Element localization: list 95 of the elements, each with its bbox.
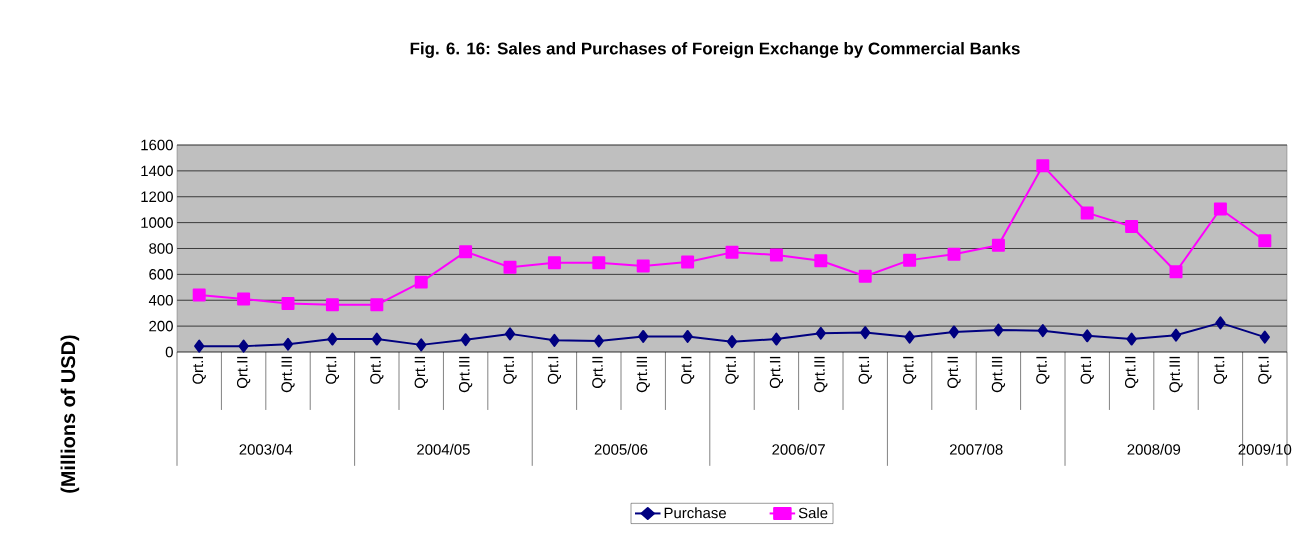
point xyxy=(858,269,872,283)
point xyxy=(459,245,473,259)
x-tick-label: Qrt.II xyxy=(592,356,606,389)
point xyxy=(237,292,251,306)
point xyxy=(1125,219,1139,233)
point xyxy=(593,334,604,348)
point xyxy=(1080,206,1094,220)
point xyxy=(991,238,1005,252)
y-tick-label: 800 xyxy=(149,243,173,254)
point xyxy=(638,329,649,343)
point xyxy=(281,296,295,310)
point xyxy=(904,330,915,344)
point xyxy=(725,245,739,259)
x-tick-label: Qrt.III xyxy=(636,356,650,393)
point xyxy=(769,248,783,262)
text: 2007/08 xyxy=(949,443,1003,455)
point xyxy=(1037,324,1048,338)
point xyxy=(1213,202,1227,216)
x-tick-label: Qrt.II xyxy=(414,356,428,389)
point xyxy=(547,256,561,270)
point xyxy=(1258,234,1272,248)
text: 2003/04 xyxy=(239,443,293,455)
point xyxy=(814,254,828,268)
point xyxy=(549,333,560,347)
text: 2005/06 xyxy=(594,443,648,455)
point xyxy=(948,325,960,339)
point xyxy=(1169,265,1183,279)
point xyxy=(503,260,517,274)
x-tick-label: Qrt.III xyxy=(991,356,1006,393)
x-tick-label: Qrt.II xyxy=(1124,356,1139,389)
y-tick-label: 1000 xyxy=(141,217,173,228)
point xyxy=(370,298,384,312)
x-tick-label: Qrt.I xyxy=(902,356,917,384)
point xyxy=(371,332,382,346)
point xyxy=(1082,329,1093,343)
x-tick-label: Qrt.I xyxy=(1080,356,1094,384)
point xyxy=(726,335,738,349)
x-tick-label: Qrt.I xyxy=(1213,356,1228,384)
x-tick-label: Qrt.I xyxy=(1036,356,1050,384)
point xyxy=(192,288,206,302)
x-tick-label: Qrt.I xyxy=(325,356,340,384)
x-tick-label: Qrt.I xyxy=(547,356,562,384)
point xyxy=(1126,332,1137,346)
x-tick-label: Qrt.I xyxy=(192,356,206,384)
x-tick-label: Qrt.II xyxy=(769,356,784,389)
point xyxy=(238,339,249,353)
x-tick-label: Qrt.I xyxy=(680,356,695,384)
x-tick-label: Qrt.III xyxy=(814,356,828,393)
point xyxy=(414,275,428,289)
x-tick-label: Qrt.I xyxy=(370,356,384,384)
point xyxy=(993,323,1004,337)
y-tick-label: 200 xyxy=(149,320,173,332)
point xyxy=(860,326,871,340)
point xyxy=(1259,330,1270,344)
y-tick-label: 1600 xyxy=(141,139,173,151)
point xyxy=(815,326,826,340)
x-tick-label: Qrt.I xyxy=(725,356,739,384)
point xyxy=(771,332,782,346)
point xyxy=(416,338,427,352)
y-tick-label: 1200 xyxy=(141,191,173,203)
point xyxy=(282,337,294,351)
y-axis-title: (Millions of USD) xyxy=(60,335,80,493)
point xyxy=(636,259,650,273)
x-tick-label: Qrt.III xyxy=(1169,356,1183,393)
point xyxy=(504,327,516,341)
text: 2004/05 xyxy=(417,443,470,455)
y-tick-label: 1400 xyxy=(141,165,173,177)
text: 2006/07 xyxy=(772,443,825,455)
y-tick-label: 400 xyxy=(148,294,173,306)
chart-title: Fig. 6. 16: Sales and Purchases of Foreign Exchange by Commercial Banks xyxy=(410,42,1020,58)
point xyxy=(903,253,917,267)
point xyxy=(947,247,961,261)
text: 2009/10 xyxy=(1238,443,1292,455)
point xyxy=(194,339,205,353)
point xyxy=(681,255,695,269)
x-tick-label: Qrt.II xyxy=(236,356,251,389)
x-tick-label: Qrt.I xyxy=(503,356,517,384)
legend-label: Sale xyxy=(798,507,828,519)
point xyxy=(592,256,606,270)
y-tick-label: 0 xyxy=(165,346,173,358)
point xyxy=(460,333,471,347)
point xyxy=(682,329,693,343)
point xyxy=(327,332,338,346)
point xyxy=(1170,328,1182,342)
point xyxy=(325,298,339,312)
x-tick-label: Qrt.II xyxy=(947,356,961,389)
legend-label: Purchase xyxy=(664,507,726,519)
y-tick-label: 600 xyxy=(149,269,173,280)
x-tick-label: Qrt.III xyxy=(281,356,295,393)
x-tick-label: Qrt.I xyxy=(1258,356,1272,384)
x-tick-label: Qrt.I xyxy=(858,356,872,384)
x-tick-label: Qrt.III xyxy=(458,356,473,393)
text: 2008/09 xyxy=(1127,443,1181,455)
point xyxy=(1036,159,1050,173)
point xyxy=(1215,316,1226,330)
